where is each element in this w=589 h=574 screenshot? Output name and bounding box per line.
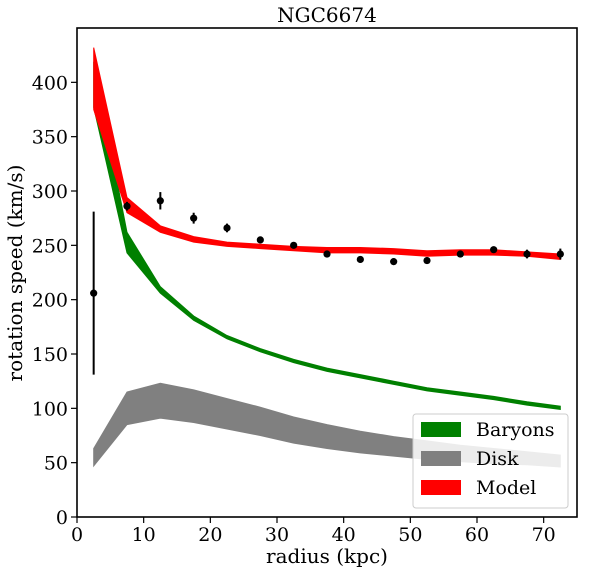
x-tick-label: 20: [198, 524, 222, 546]
y-tick-label: 100: [32, 398, 68, 420]
data-point: [290, 241, 298, 249]
y-tick-label: 150: [32, 344, 68, 366]
data-point: [456, 250, 464, 258]
axes: 0 10 20 30 40 50 60 70 0 50 100 150 200 250 300 350 400: [32, 27, 578, 546]
chart-title: NGC6674: [277, 3, 377, 27]
legend-label-baryons: Baryons: [476, 419, 555, 441]
legend-swatch-model: [421, 480, 461, 495]
y-tick-label: 350: [32, 127, 68, 149]
band-model: [93, 47, 561, 261]
data-point: [390, 258, 398, 266]
data-point: [190, 214, 198, 222]
data-point: [223, 224, 231, 232]
data-point: [423, 256, 431, 265]
data-point: [256, 236, 264, 244]
x-tick-label: 40: [332, 524, 356, 546]
plot-frame: [76, 27, 578, 518]
data-point: [356, 255, 364, 264]
x-tick-label: 70: [532, 524, 556, 546]
data-point: [323, 250, 331, 258]
legend-swatch-disk: [421, 451, 461, 466]
x-tick-label: 60: [465, 524, 489, 546]
legend-label-disk: Disk: [476, 448, 519, 470]
y-axis-label: rotation speed (km/s): [3, 165, 27, 382]
x-tick-label: 10: [132, 524, 156, 546]
legend-label-model: Model: [476, 477, 536, 499]
data-point: [523, 250, 531, 258]
y-tick-label: 0: [56, 507, 68, 529]
data-point: [123, 202, 131, 210]
x-tick-label: 0: [71, 524, 83, 546]
x-axis-label: radius (kpc): [266, 544, 388, 568]
x-tick-label: 50: [398, 524, 422, 546]
data-point: [90, 289, 98, 297]
y-tick-label: 400: [32, 72, 68, 94]
y-tick-label: 200: [32, 290, 68, 312]
y-tick-label: 300: [32, 181, 68, 203]
legend: Baryons Disk Model: [412, 413, 569, 509]
data-point: [556, 250, 564, 258]
legend-swatch-baryons: [421, 422, 461, 437]
observation-points: [90, 192, 564, 375]
x-tick-label: 30: [265, 524, 289, 546]
y-tick-label: 50: [44, 453, 68, 475]
band-baryons: [93, 61, 561, 410]
data-point: [156, 197, 164, 205]
y-tick-label: 250: [32, 235, 68, 257]
data-point: [490, 246, 498, 254]
